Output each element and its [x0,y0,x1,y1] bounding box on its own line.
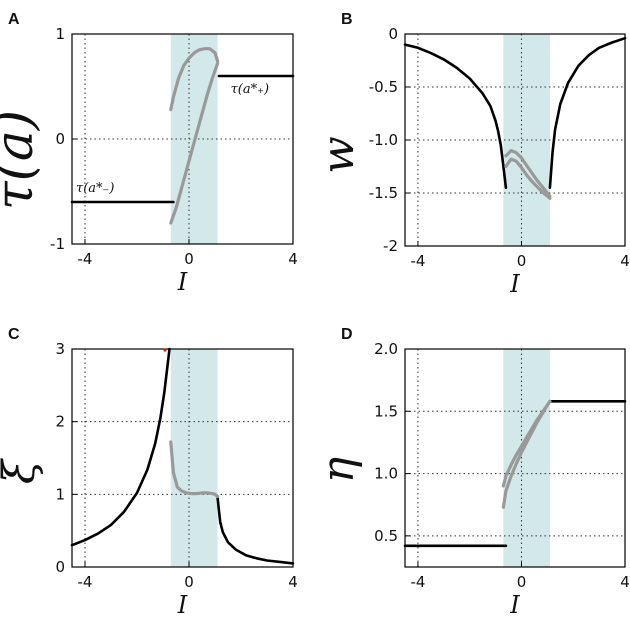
axes-frame [404,348,626,568]
y-tick-label: 0 [55,130,65,148]
series-gray-lower [504,157,552,200]
series-gray-lower [501,399,552,509]
x-axis-label: I [177,268,188,296]
y-axis-label: w [313,136,364,174]
y-tick-label: 0.5 [374,527,398,545]
series-left-branch [70,347,171,547]
series-branch-lower [169,61,220,225]
y-tick-label: -2 [383,237,398,255]
x-tick-label: 4 [620,252,630,270]
panel-c: -4 0 4 0 1 2 3 Iξ C [0,326,298,619]
annotation-label: τ(a*₊) [231,82,269,97]
x-tick-label: 4 [288,250,298,268]
y-axis-label: τ(a) [0,110,45,210]
y-tick-label: -1 [50,235,65,253]
y-tick-label: 1.0 [374,465,398,483]
panel-letter: C [8,326,20,343]
x-tick-label: 4 [620,573,630,591]
x-tick-label: -4 [410,252,425,270]
x-tick-label: 0 [517,573,527,591]
x-tick-label: 0 [184,250,194,268]
y-tick-label: 1.5 [374,402,398,420]
y-tick-label: 0 [388,25,398,43]
y-axis-label: η [313,457,364,483]
y-tick-label: -1.5 [369,184,398,202]
x-axis-label: I [177,591,188,619]
series-right-branch [216,496,295,565]
x-tick-label: 0 [184,573,194,591]
x-tick-label: 0 [517,252,527,270]
y-axis-label: ξ [0,457,45,484]
series-branch-upper [169,47,220,112]
series-right-branch [548,36,627,189]
x-tick-label: -4 [78,573,93,591]
panel-letter: B [341,11,353,28]
axes-frame [71,348,294,568]
x-tick-label: 4 [288,573,298,591]
panel-d: -4 0 4 0.5 1.0 1.5 2.0 Iη D [313,326,630,619]
y-tick-label: 0 [55,558,65,576]
y-tick-label: -1.0 [369,131,398,149]
y-tick-label: 1 [55,485,65,503]
series-gray-branch [169,440,220,499]
series-left-branch [403,43,508,189]
panel-letter: D [341,326,353,343]
shaded-region [170,349,218,567]
annotation-label: τ(a*₋) [76,181,114,196]
x-axis-label: I [509,591,520,619]
y-tick-label: 2.0 [374,340,398,358]
y-tick-label: 3 [55,340,65,358]
y-tick-label: 2 [55,413,65,431]
panel-a: -4 0 4 -1 0 1 Iτ(a) Aτ(a*₋) τ(a*₊) [0,11,298,296]
x-axis-label: I [509,270,520,298]
panel-letter: A [8,11,20,28]
y-tick-label: -0.5 [369,78,398,96]
y-tick-label: 1 [55,25,65,43]
shaded-region [503,349,550,567]
x-tick-label: -4 [410,573,425,591]
series-gray-upper [504,149,552,198]
x-tick-label: -4 [78,250,93,268]
marker-dot [163,348,167,352]
